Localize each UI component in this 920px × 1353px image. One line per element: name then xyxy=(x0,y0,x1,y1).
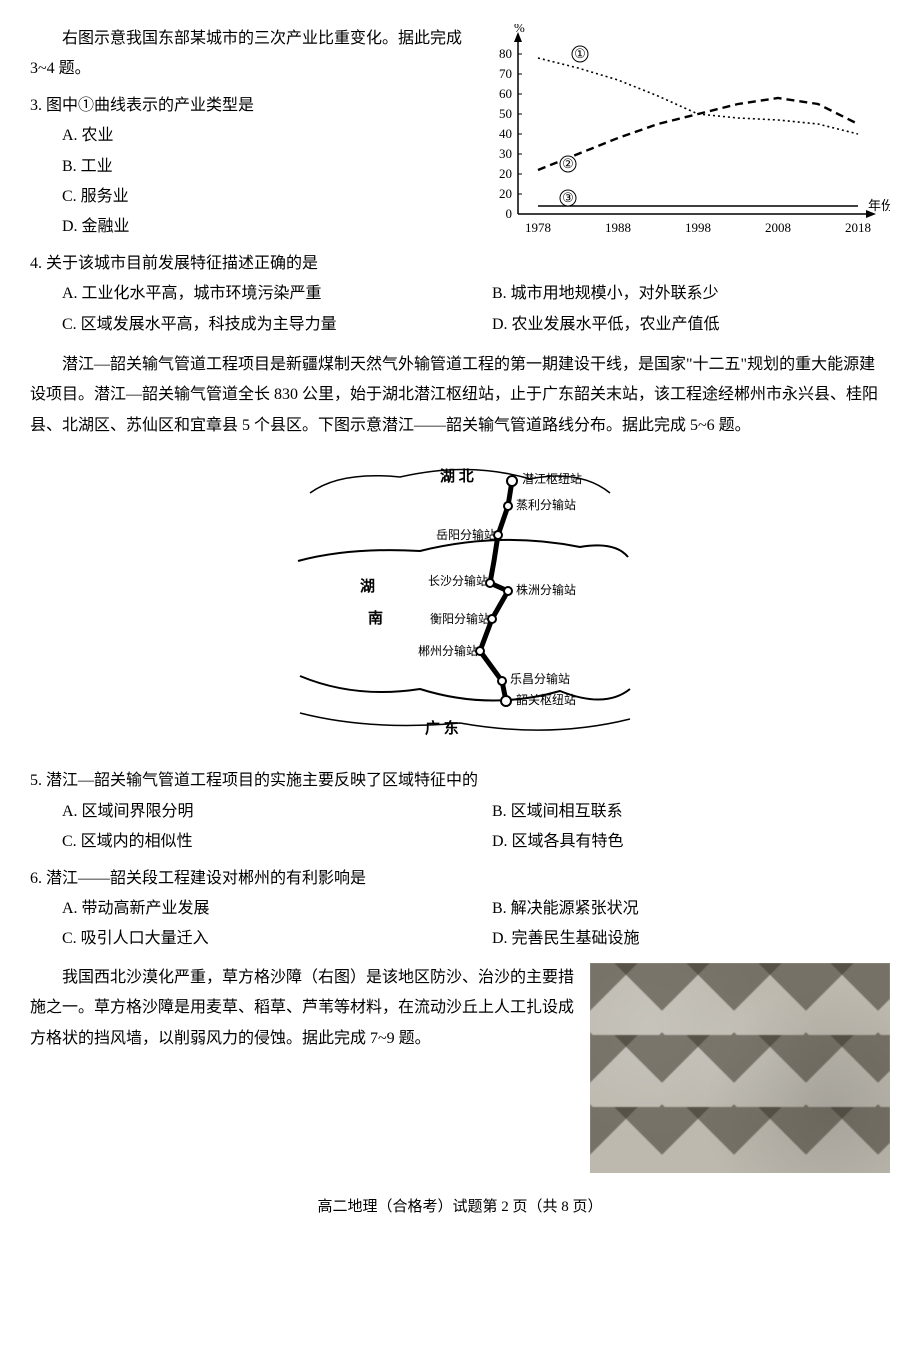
svg-text:1978: 1978 xyxy=(525,220,551,235)
q5-opt-c: C. 区域内的相似性 xyxy=(30,827,460,857)
industry-chart: 0 20 20 30 40 50 60 70 80 % xyxy=(480,24,890,255)
svg-text:株洲分输站: 株洲分输站 xyxy=(516,582,576,597)
svg-text:湖 北: 湖 北 xyxy=(440,468,474,485)
svg-text:20: 20 xyxy=(499,166,512,181)
svg-text:韶关枢纽站: 韶关枢纽站 xyxy=(516,692,576,707)
q6-stem: 6. 潜江——韶关段工程建设对郴州的有利影响是 xyxy=(30,864,890,894)
svg-text:20: 20 xyxy=(499,186,512,201)
svg-text:80: 80 xyxy=(499,46,512,61)
svg-text:衡阳分输站: 衡阳分输站 xyxy=(430,611,490,626)
svg-text:乐昌分输站: 乐昌分输站 xyxy=(510,671,570,686)
svg-text:40: 40 xyxy=(499,126,512,141)
q3-opt-b: B. 工业 xyxy=(30,152,464,182)
svg-text:1988: 1988 xyxy=(605,220,631,235)
intro-text-1: 右图示意我国东部某城市的三次产业比重变化。据此完成 3~4 题。 xyxy=(30,24,464,85)
svg-text:南: 南 xyxy=(368,609,383,627)
intro-text-2: 潜江—韶关输气管道工程项目是新疆煤制天然气外输管道工程的第一期建设干线，是国家"… xyxy=(30,350,890,441)
q6-opt-d: D. 完善民生基础设施 xyxy=(460,924,890,954)
q6-opt-c: C. 吸引人口大量迁入 xyxy=(30,924,460,954)
q3-opt-c: C. 服务业 xyxy=(30,182,464,212)
svg-text:蒸利分输站: 蒸利分输站 xyxy=(516,497,576,512)
q5-opt-a: A. 区域间界限分明 xyxy=(30,797,460,827)
svg-text:②: ② xyxy=(562,156,574,171)
svg-text:潜江枢纽站: 潜江枢纽站 xyxy=(522,471,582,486)
q5-opt-d: D. 区域各具有特色 xyxy=(460,827,890,857)
svg-text:2008: 2008 xyxy=(765,220,791,235)
intro-text-3: 我国西北沙漠化严重，草方格沙障（右图）是该地区防沙、治沙的主要措施之一。草方格沙… xyxy=(30,963,574,1054)
q4-opt-a: A. 工业化水平高，城市环境污染严重 xyxy=(30,279,460,309)
q3-stem: 3. 图中①曲线表示的产业类型是 xyxy=(30,91,464,121)
pipeline-map: 湖 北 湖 南 广 东 潜江枢纽站 蒸利分输站 岳阳分输站 长沙分输站 株洲分输… xyxy=(30,451,890,752)
q4-stem: 4. 关于该城市目前发展特征描述正确的是 xyxy=(30,249,464,279)
svg-text:1998: 1998 xyxy=(685,220,711,235)
q5-stem: 5. 潜江—韶关输气管道工程项目的实施主要反映了区域特征中的 xyxy=(30,766,890,796)
svg-text:%: % xyxy=(514,24,525,35)
q4-opt-d: D. 农业发展水平低，农业产值低 xyxy=(460,310,890,340)
svg-text:岳阳分输站: 岳阳分输站 xyxy=(436,527,496,542)
q5-opt-b: B. 区域间相互联系 xyxy=(460,797,890,827)
sand-grid-photo xyxy=(590,963,890,1173)
q3-opt-d: D. 金融业 xyxy=(30,212,464,242)
svg-text:③: ③ xyxy=(562,190,574,205)
svg-text:郴州分输站: 郴州分输站 xyxy=(418,643,478,658)
page-footer: 高二地理（合格考）试题第 2 页（共 8 页） xyxy=(30,1193,890,1222)
svg-text:长沙分输站: 长沙分输站 xyxy=(428,573,488,588)
q6-opt-a: A. 带动高新产业发展 xyxy=(30,894,460,924)
svg-text:广 东: 广 东 xyxy=(425,719,459,737)
svg-text:年份: 年份 xyxy=(868,198,890,213)
svg-text:湖: 湖 xyxy=(360,578,375,595)
svg-text:60: 60 xyxy=(499,86,512,101)
svg-text:①: ① xyxy=(574,46,586,61)
q3-opt-a: A. 农业 xyxy=(30,121,464,151)
q6-opt-b: B. 解决能源紧张状况 xyxy=(460,894,890,924)
q4-opt-c: C. 区域发展水平高，科技成为主导力量 xyxy=(30,310,460,340)
svg-text:50: 50 xyxy=(499,106,512,121)
q4-opt-b: B. 城市用地规模小，对外联系少 xyxy=(460,279,890,309)
svg-text:0: 0 xyxy=(506,206,513,221)
svg-text:2018: 2018 xyxy=(845,220,871,235)
svg-text:30: 30 xyxy=(499,146,512,161)
svg-text:70: 70 xyxy=(499,66,512,81)
